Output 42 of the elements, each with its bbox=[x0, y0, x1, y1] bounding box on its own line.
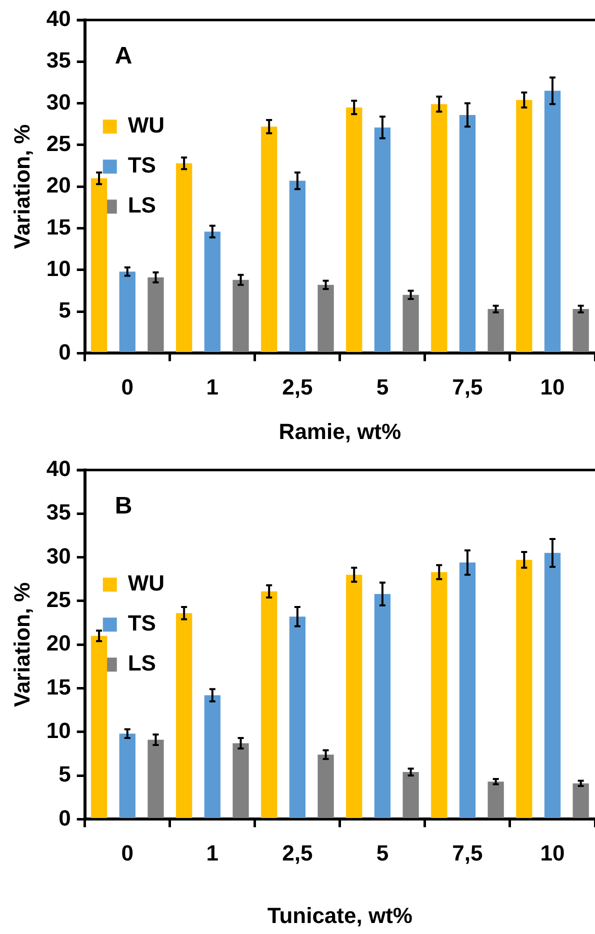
x-tick-label: 0 bbox=[121, 374, 134, 400]
x-tick-label: 5 bbox=[376, 840, 389, 866]
y-axis-title: Variation, % bbox=[9, 124, 34, 249]
y-tick-label: 25 bbox=[46, 131, 71, 156]
y-tick-label: 15 bbox=[46, 674, 71, 700]
y-tick-label: 0 bbox=[58, 339, 71, 364]
y-tick-label: 15 bbox=[46, 214, 71, 240]
y-tick-label: 40 bbox=[46, 6, 71, 32]
y-tick-label: 30 bbox=[46, 89, 71, 114]
legend-label: TS bbox=[128, 152, 156, 178]
x-tick-label: 10 bbox=[540, 374, 565, 400]
annotation: A bbox=[114, 42, 132, 70]
y-tick-label: 10 bbox=[46, 256, 71, 281]
legend-label: LS bbox=[128, 650, 156, 676]
y-tick-label: 25 bbox=[46, 587, 71, 612]
x-tick-label: 2,5 bbox=[282, 374, 313, 400]
legend-label: WU bbox=[128, 570, 165, 596]
x-tick-label: 1 bbox=[206, 374, 219, 400]
x-tick-label: 10 bbox=[540, 840, 565, 866]
annotation: B bbox=[114, 492, 132, 520]
legend-label: WU bbox=[128, 112, 165, 138]
x-tick-label: 1 bbox=[206, 840, 219, 866]
y-tick-label: 10 bbox=[46, 718, 71, 743]
x-tick-label: 7,5 bbox=[452, 840, 483, 866]
x-tick-label: 7,5 bbox=[452, 374, 483, 400]
y-tick-label: 30 bbox=[46, 543, 71, 568]
x-axis-title: Ramie, wt% bbox=[278, 418, 402, 444]
y-tick-label: 5 bbox=[58, 762, 71, 787]
y-tick-label: 20 bbox=[46, 172, 71, 198]
y-tick-label: 40 bbox=[46, 456, 71, 482]
y-tick-label: 0 bbox=[58, 805, 71, 830]
y-axis-title: Variation, % bbox=[9, 582, 34, 707]
x-axis-title: Tunicate, wt% bbox=[267, 902, 412, 928]
x-tick-label: 0 bbox=[121, 840, 134, 866]
y-tick-label: 35 bbox=[46, 48, 71, 73]
legend-label: TS bbox=[128, 610, 156, 636]
y-tick-label: 5 bbox=[58, 298, 71, 323]
x-tick-label: 5 bbox=[376, 374, 389, 400]
x-tick-label: 2,5 bbox=[282, 840, 313, 866]
y-tick-label: 20 bbox=[46, 630, 71, 656]
y-tick-label: 35 bbox=[46, 500, 71, 525]
legend-label: LS bbox=[128, 192, 156, 218]
